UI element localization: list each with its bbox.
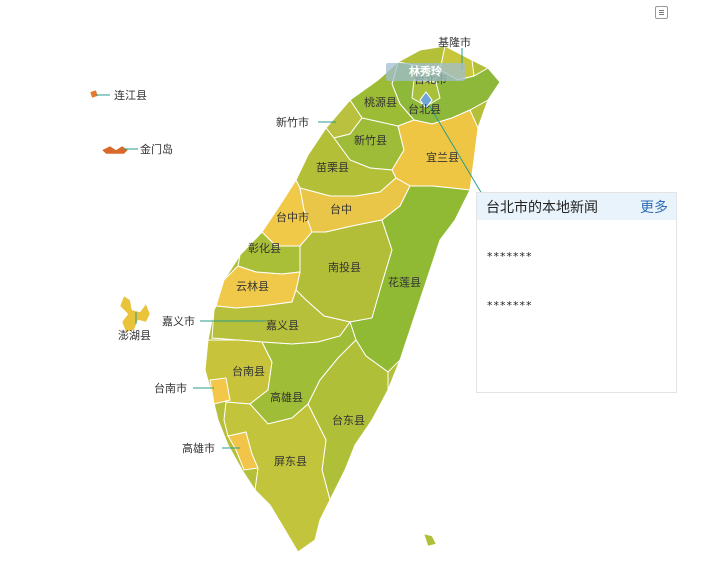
label-hsinchu-city: 新竹市 [276,115,309,129]
label-hsinchu-county: 新竹县 [354,133,387,147]
label-penghu: 澎湖县 [118,329,151,342]
leader-taipei-news [425,99,483,195]
label-changhua: 彰化县 [248,241,281,255]
label-lienchiang: 连江县 [114,89,147,102]
news-more-link[interactable]: 更多 [640,199,668,216]
label-taichung-city: 台中市 [276,210,309,224]
label-chiayi-county: 嘉义县 [266,318,299,332]
island-green-islet [423,533,437,547]
region-hualien[interactable] [349,185,471,373]
news-panel-title: 台北市的本地新闻 [486,199,598,216]
label-keelung: 基隆市 [438,35,471,49]
news-panel-header: 台北市的本地新闻 更多 [477,193,676,220]
region-kinmen[interactable] [101,145,129,155]
label-kaohsiung-county: 高雄县 [270,390,303,404]
local-news-panel: 台北市的本地新闻 更多 ******* ******* [476,192,677,393]
label-nantou: 南投县 [328,260,361,274]
label-hualien: 花莲县 [388,276,421,289]
label-chiayi-city: 嘉义市 [162,314,195,328]
label-taoyuan: 桃源县 [364,95,397,109]
region-lienchiang[interactable] [89,89,99,99]
label-tainan-county: 台南县 [232,364,265,378]
news-item[interactable]: ******* [487,250,533,263]
data-view-icon[interactable] [655,6,668,19]
region-penghu[interactable] [119,295,151,333]
news-item[interactable]: ******* [487,299,533,312]
label-tainan-city: 台南市 [154,381,187,395]
label-kaohsiung-city: 高雄市 [182,441,215,455]
region-tooltip: 林秀玲 [386,63,465,81]
region-pingtung[interactable] [223,401,331,553]
label-miaoli: 苗栗县 [316,161,349,174]
label-pingtung: 屏东县 [274,455,307,468]
label-taichung-county: 台中 [330,202,352,216]
label-kinmen: 金门岛 [140,142,173,156]
label-taipei-county: 台北县 [408,102,441,116]
region-tainan-city[interactable] [209,377,231,405]
selected-location-marker[interactable] [419,91,433,109]
label-taitung: 台东县 [332,413,365,427]
label-yilan: 宜兰县 [426,150,459,164]
label-yunlin: 云林县 [236,279,269,293]
